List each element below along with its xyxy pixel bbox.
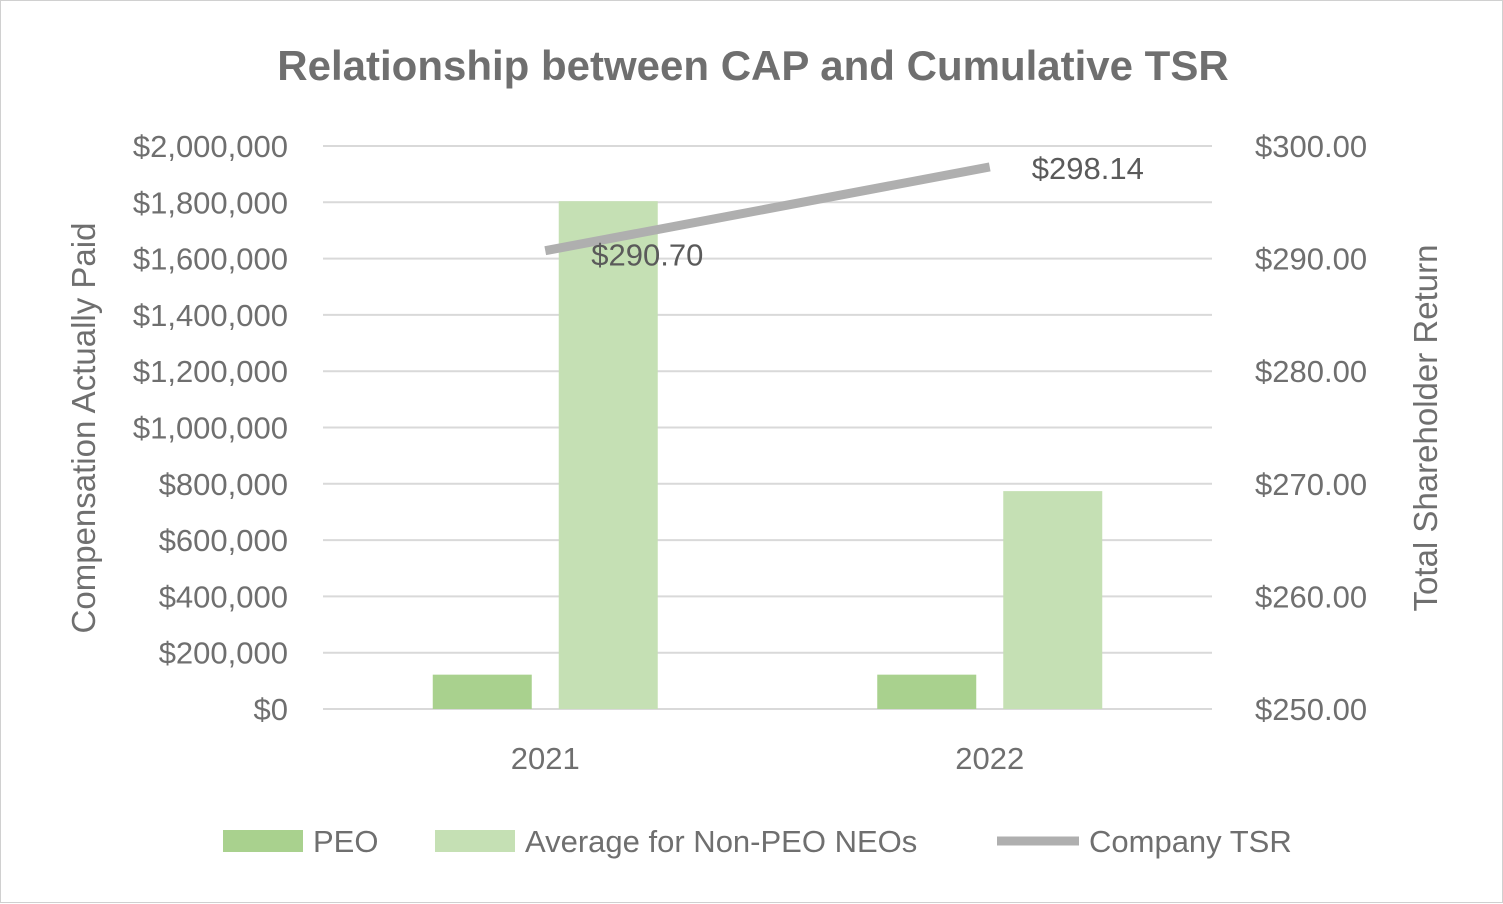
bar-peo-2021 (432, 674, 532, 709)
y2-tick-label: $270.00 (1255, 467, 1367, 502)
bar-average-for-non-peo-neos-2021 (558, 201, 658, 709)
y2-tick-label: $250.00 (1255, 692, 1367, 727)
legend-swatch-average-for-non-peo-neos (435, 830, 515, 852)
y2-tick-label: $290.00 (1255, 242, 1367, 277)
bar-peo-2022 (877, 674, 977, 709)
y2-tick-label: $300.00 (1255, 129, 1367, 164)
x-tick-label: 2022 (955, 741, 1024, 776)
bar-average-for-non-peo-neos-2022 (1003, 491, 1103, 709)
legend-label-company-tsr: Company TSR (1089, 824, 1292, 859)
y-tick-label: $0 (254, 692, 288, 727)
data-label-tsr: $298.14 (1032, 151, 1144, 186)
y-tick-label: $2,000,000 (133, 129, 288, 164)
legend-swatch-peo (223, 830, 303, 852)
y2-tick-label: $260.00 (1255, 579, 1367, 614)
y-tick-label: $1,800,000 (133, 185, 288, 220)
y-tick-label: $1,600,000 (133, 242, 288, 277)
chart-title: Relationship between CAP and Cumulative … (277, 42, 1228, 89)
y-tick-label: $1,200,000 (133, 354, 288, 389)
y2-tick-label: $280.00 (1255, 354, 1367, 389)
y-tick-label: $400,000 (159, 579, 288, 614)
line-company-tsr (544, 162, 991, 256)
y-tick-label: $200,000 (159, 636, 288, 671)
y-tick-label: $1,400,000 (133, 298, 288, 333)
y-tick-label: $600,000 (159, 523, 288, 558)
y2-axis-title: Total Shareholder Return (1407, 245, 1444, 612)
y-tick-label: $800,000 (159, 467, 288, 502)
data-label-tsr: $290.70 (591, 238, 703, 273)
legend-label-peo: PEO (313, 824, 378, 859)
legend-label-average-for-non-peo-neos: Average for Non-PEO NEOs (525, 824, 917, 859)
y-tick-label: $1,000,000 (133, 411, 288, 446)
x-tick-label: 2021 (511, 741, 580, 776)
y-axis-title: Compensation Actually Paid (65, 223, 102, 634)
legend: PEO Average for Non-PEO NEOs Company TSR (223, 824, 1292, 859)
